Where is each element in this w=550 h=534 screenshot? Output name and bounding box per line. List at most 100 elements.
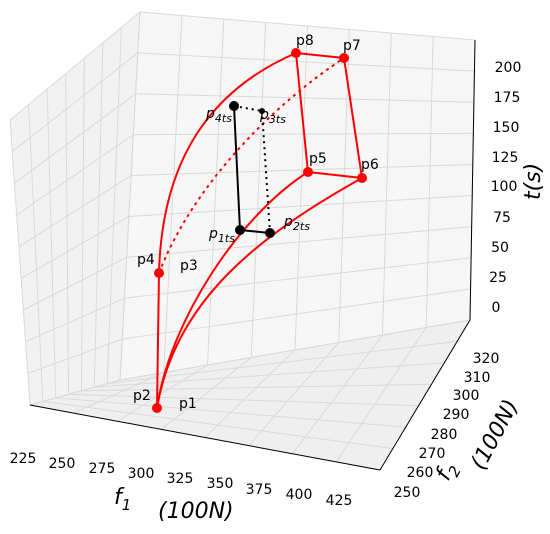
x-tick-label: 425 xyxy=(326,493,353,509)
grid-line xyxy=(124,257,472,299)
label-p1ts-sub: 1ts xyxy=(218,232,235,245)
edge-p8-p7 xyxy=(295,52,345,59)
x-axis-label-var: f xyxy=(114,485,125,510)
y-tick-label: 320 xyxy=(473,351,500,367)
label-p2ts-base: p xyxy=(283,214,293,230)
grid-line xyxy=(20,216,130,279)
grid-line xyxy=(73,372,164,414)
back-panes xyxy=(10,12,475,470)
grid-line xyxy=(119,11,141,381)
z-axis-label: t(s) xyxy=(521,163,546,200)
x-tick-label: 300 xyxy=(128,466,155,482)
edge-p1ts-p2ts xyxy=(239,229,271,234)
grid-line xyxy=(9,119,31,406)
grid-line xyxy=(55,397,406,428)
y-tick-label: 260 xyxy=(407,465,434,481)
curve-p2-p5 xyxy=(156,171,309,409)
y-tick-label: 290 xyxy=(443,407,470,423)
grid-line xyxy=(16,134,134,216)
curve-p1-p6 xyxy=(156,177,363,409)
y-tick-label: 250 xyxy=(394,485,421,501)
x-axis-label-sub: 1 xyxy=(122,496,132,514)
x-tick-label: 375 xyxy=(246,482,273,498)
x-axis-line xyxy=(29,404,381,471)
grid-line xyxy=(25,297,125,343)
region-curves xyxy=(156,52,363,409)
z-tick-label: 50 xyxy=(491,240,509,256)
z-tick-label: 25 xyxy=(489,270,507,286)
grid-line xyxy=(160,357,252,430)
grid-line xyxy=(68,393,419,407)
label-p3ts: p3ts xyxy=(259,107,286,126)
label-p5: p5 xyxy=(309,151,327,167)
grid-line xyxy=(23,256,127,311)
grid-line xyxy=(93,42,104,388)
z-tick-label: 200 xyxy=(495,60,522,76)
z-tick-label: 100 xyxy=(491,179,518,195)
left-back-pane xyxy=(10,12,140,405)
grid-line xyxy=(119,319,471,381)
marker-p2ts xyxy=(265,228,275,238)
marker-p4 xyxy=(154,268,164,278)
label-p3ts-base: p xyxy=(259,107,269,123)
grid-line xyxy=(117,364,208,422)
label-p4ts: p4ts xyxy=(205,106,232,125)
curve-p4-p8 xyxy=(158,52,297,274)
marker-p4ts xyxy=(229,101,239,111)
svg-text:f2: f2 xyxy=(431,458,465,487)
point-markers xyxy=(152,48,367,413)
x-tick-label: 250 xyxy=(49,456,76,472)
label-p1ts: p1ts xyxy=(208,226,235,245)
grid-line xyxy=(425,36,434,328)
y-tick-label: 300 xyxy=(453,388,480,404)
floor-pane xyxy=(30,320,470,470)
grid-line xyxy=(81,383,432,392)
z-tick-label: 150 xyxy=(493,120,520,136)
grid-line xyxy=(382,32,392,336)
x-tick-label: 325 xyxy=(167,471,194,487)
marker-p5 xyxy=(303,167,313,177)
label-p3ts-sub: 3ts xyxy=(269,113,286,126)
label-p7: p7 xyxy=(343,38,361,54)
x-axis-label-unit: (100N) xyxy=(158,499,234,524)
z-tick-label: 175 xyxy=(494,90,521,106)
edge-p6-p5 xyxy=(307,171,363,179)
label-p4ts-sub: 4ts xyxy=(215,112,232,125)
grid-line xyxy=(46,89,57,398)
y-axis-label-unit: (100N) xyxy=(466,396,524,475)
y-tick-label: 310 xyxy=(464,370,491,386)
grid-line xyxy=(11,52,139,153)
marker-p1 xyxy=(152,403,162,413)
grid-line xyxy=(28,104,44,402)
grid-line xyxy=(207,18,225,366)
grid-line xyxy=(294,25,308,351)
grid-line xyxy=(29,379,121,406)
label-p1: p1 xyxy=(179,396,197,412)
grid-line xyxy=(137,52,475,72)
grid-line xyxy=(131,163,473,177)
marker-p3ts xyxy=(259,108,265,114)
label-p2ts-sub: 2ts xyxy=(293,220,310,233)
grid-line xyxy=(128,195,473,217)
edge-p2ts-p3ts xyxy=(261,110,271,234)
x-tick-label: 225 xyxy=(10,451,37,467)
grid-line xyxy=(65,73,70,395)
marker-p1ts xyxy=(235,225,245,235)
edge-p5-p8 xyxy=(295,52,309,173)
label-p2: p2 xyxy=(133,388,151,404)
z-tick-labels: 0 25 50 75 100 125 150 175 200 xyxy=(489,60,521,316)
label-p8: p8 xyxy=(296,33,314,49)
z-tick-label: 0 xyxy=(492,300,501,316)
edge-p7-p6 xyxy=(343,57,363,179)
grid-line xyxy=(126,226,472,258)
grid-line xyxy=(250,22,267,358)
grid-line xyxy=(335,327,427,463)
grid-line xyxy=(135,93,474,103)
label-p4: p4 xyxy=(137,252,155,268)
svg-text:f1: f1 xyxy=(114,485,131,514)
grid-line xyxy=(106,27,122,384)
grid-line xyxy=(18,175,132,248)
y-tick-label: 280 xyxy=(431,427,458,443)
z-tick-label: 75 xyxy=(493,210,511,226)
